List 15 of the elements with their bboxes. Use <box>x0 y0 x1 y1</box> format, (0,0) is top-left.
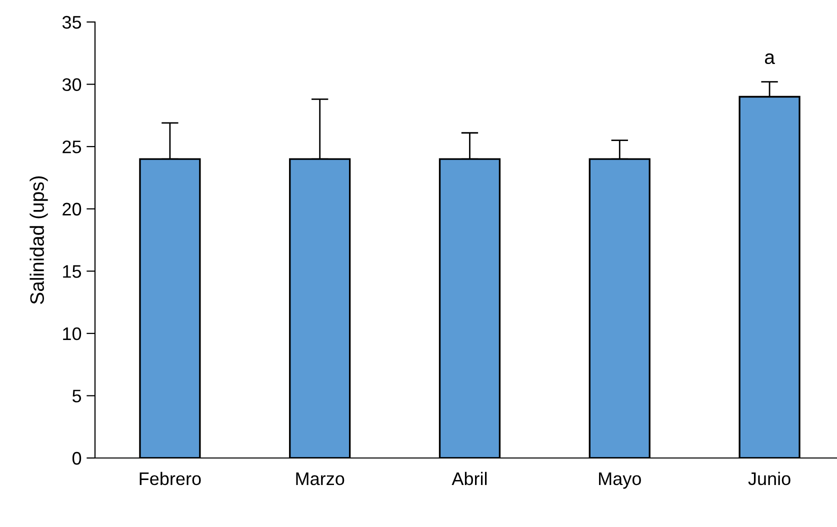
y-tick-label: 20 <box>62 202 82 216</box>
x-tick-label: Mayo <box>599 472 641 489</box>
y-tick-label: 25 <box>62 140 82 154</box>
x-tick-label: Marzo <box>296 472 344 486</box>
x-tick-label: Febrero <box>140 472 201 486</box>
x-tick-label: Junio <box>748 472 790 486</box>
y-axis-title: Salinidad (ups) <box>30 176 48 304</box>
y-tick-label: 5 <box>72 390 82 402</box>
y-tick-label: 35 <box>62 16 82 29</box>
y-tick-label: 0 <box>72 452 82 465</box>
y-tick-label: 10 <box>63 327 82 340</box>
annotation: a <box>764 53 775 64</box>
y-tick-label: 15 <box>63 265 82 278</box>
y-tick-label: 30 <box>62 78 82 92</box>
x-tick-label: Abril <box>452 472 487 486</box>
